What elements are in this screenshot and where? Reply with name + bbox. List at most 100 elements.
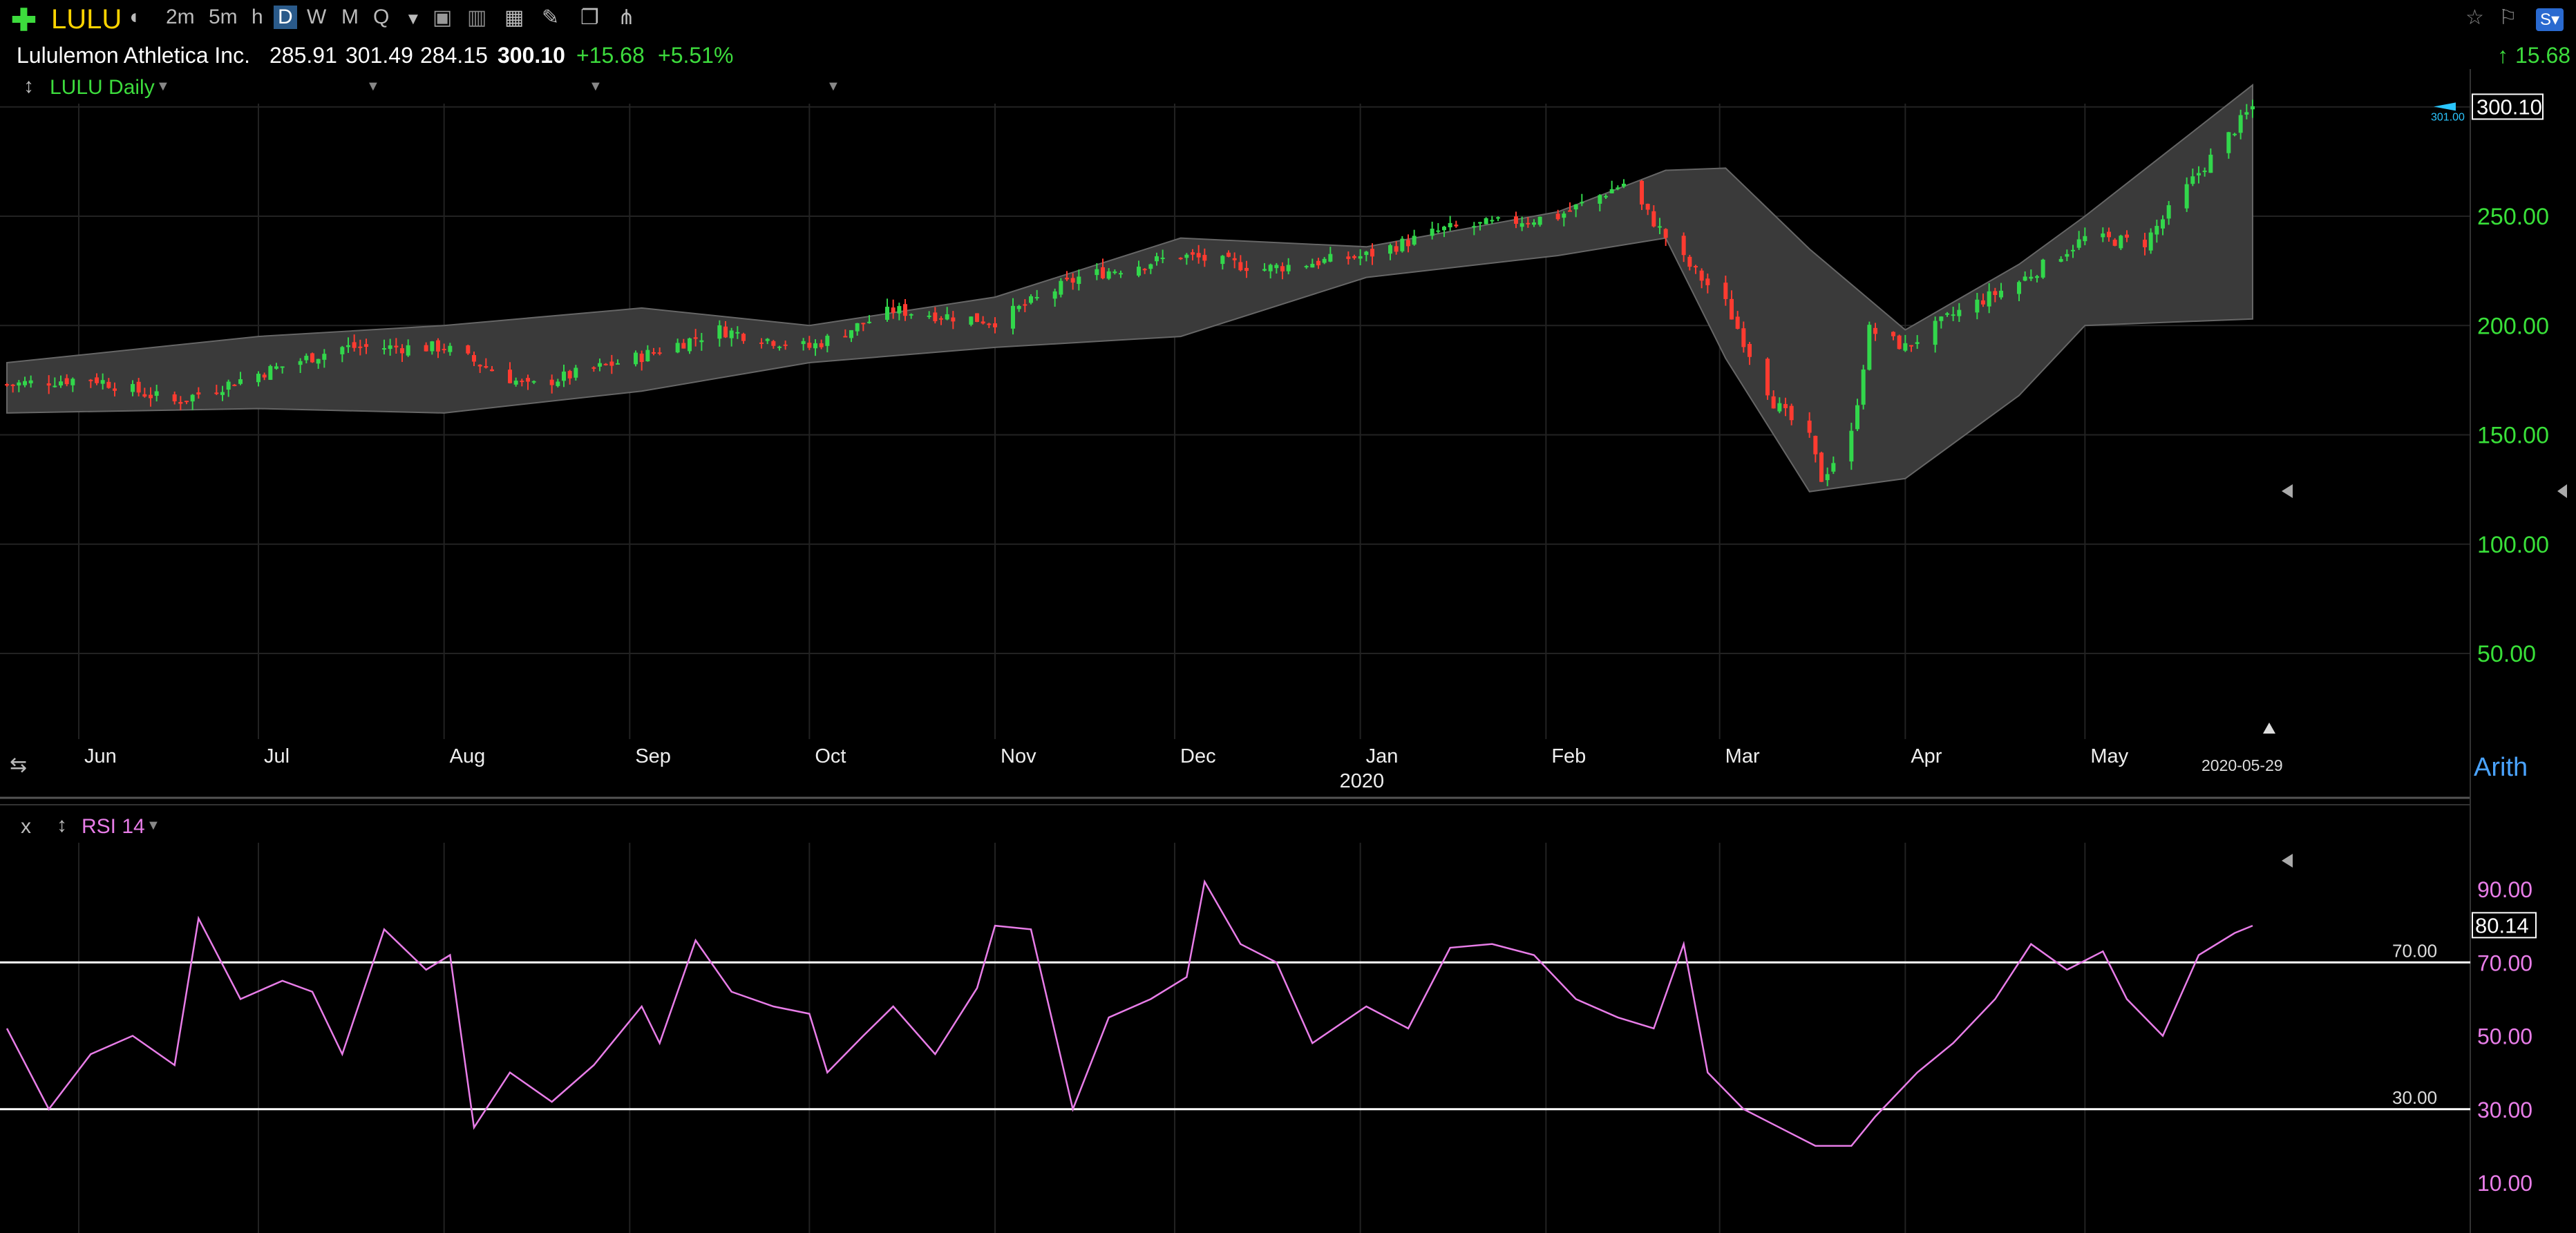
- interval-5m[interactable]: 5m: [209, 6, 238, 28]
- interval-d[interactable]: D: [274, 6, 297, 29]
- candle-body: [2154, 226, 2159, 235]
- interval-2m[interactable]: 2m: [166, 6, 195, 28]
- candle-body: [771, 341, 776, 346]
- price-panel-label[interactable]: LULU Daily: [50, 76, 155, 99]
- month-label: Jan: [1366, 745, 1399, 767]
- candle-body: [1987, 291, 1991, 307]
- candle-body: [1472, 226, 1477, 228]
- updown-arrows-icon[interactable]: ↕: [57, 814, 67, 837]
- price-candle: [149, 387, 153, 407]
- candle-body: [1155, 256, 1159, 262]
- price-candle: [2244, 104, 2249, 120]
- share-icon[interactable]: ⋔: [618, 6, 636, 29]
- rsi-current-box: [2472, 912, 2537, 939]
- price-candle: [616, 359, 620, 365]
- candle-body: [657, 352, 662, 354]
- price-candle: [113, 382, 117, 396]
- link-icon[interactable]: S▾: [2536, 8, 2564, 31]
- price-candle: [1490, 216, 1495, 224]
- price-candle: [53, 377, 57, 388]
- candle-body: [1807, 420, 1812, 433]
- candle-body: [298, 361, 303, 365]
- price-candle: [274, 363, 278, 370]
- price-candle: [2112, 238, 2117, 247]
- rsi-panel-label[interactable]: RSI 14: [82, 815, 145, 838]
- updown-arrows-icon[interactable]: ↕: [23, 75, 34, 97]
- candle-body: [1070, 278, 1075, 283]
- price-candle: [2076, 231, 2081, 250]
- candle-body: [2119, 236, 2123, 249]
- candle-body: [1765, 359, 1770, 396]
- price-candle: [1616, 185, 1620, 191]
- studies-icon[interactable]: ▦: [504, 6, 524, 29]
- price-candle: [226, 379, 231, 397]
- cross-arrows-icon[interactable]: ⇆: [10, 754, 28, 776]
- candle-body: [1735, 316, 1740, 329]
- bar-style-icon[interactable]: ▥: [467, 6, 487, 29]
- price-candle: [1059, 278, 1063, 298]
- interval-m[interactable]: M: [341, 6, 359, 28]
- camera-icon[interactable]: ◖: [127, 6, 140, 28]
- chevron-down-icon[interactable]: ▼: [589, 79, 603, 94]
- candle-body: [1148, 264, 1153, 269]
- candle-body: [1052, 291, 1057, 299]
- price-candle: [1723, 275, 1728, 306]
- price-candle: [717, 320, 722, 347]
- draw-pencil-icon[interactable]: ✎: [542, 6, 560, 29]
- price-candle: [256, 371, 261, 387]
- chevron-down-icon[interactable]: ▼: [405, 10, 422, 28]
- scale-mode-label[interactable]: Arith: [2474, 753, 2528, 782]
- candle-body: [675, 343, 680, 353]
- candle-body: [2197, 173, 2201, 175]
- candle-body: [1023, 304, 1027, 306]
- net-change: +15.68: [576, 43, 645, 68]
- chevron-down-icon[interactable]: ▼: [366, 79, 380, 94]
- price-candle: [1184, 253, 1189, 265]
- interval-w[interactable]: W: [307, 6, 327, 28]
- company-name: Lululemon Athletica Inc.: [17, 43, 250, 68]
- rsi-close-button[interactable]: x: [21, 815, 31, 838]
- current-price-box: [2472, 93, 2544, 120]
- price-candle: [2125, 230, 2129, 242]
- plus-icon[interactable]: ✚: [11, 3, 37, 37]
- symbol-field[interactable]: LULU: [51, 4, 122, 35]
- chevron-down-icon[interactable]: ▼: [156, 79, 170, 94]
- candle-body: [142, 394, 147, 397]
- price-candle: [1651, 205, 1656, 228]
- interval-q[interactable]: Q: [373, 6, 390, 28]
- chevron-down-icon[interactable]: ▼: [146, 818, 160, 833]
- month-label: Jul: [264, 745, 290, 767]
- star-icon[interactable]: ☆: [2465, 6, 2484, 29]
- price-candle: [2166, 201, 2171, 225]
- candle-body: [2148, 232, 2153, 251]
- chevron-down-icon[interactable]: ▼: [826, 79, 840, 94]
- interval-h[interactable]: h: [252, 6, 263, 28]
- candle-body: [131, 383, 135, 392]
- price-candle: [1016, 305, 1021, 312]
- price-candle: [603, 363, 608, 366]
- rsi-tick-label: 30.00: [2477, 1098, 2532, 1122]
- text-tool-icon[interactable]: ▣: [433, 6, 453, 29]
- candle-body: [346, 345, 350, 347]
- candle-body: [232, 384, 237, 386]
- candle-body: [238, 379, 243, 384]
- layers-icon[interactable]: ❐: [580, 6, 599, 29]
- candle-body: [214, 392, 219, 394]
- price-candle: [364, 338, 368, 354]
- price-candle: [2071, 245, 2075, 258]
- candle-body: [220, 392, 225, 395]
- price-candle: [1227, 250, 1231, 258]
- candle-body: [819, 343, 824, 347]
- candle-body: [855, 323, 860, 332]
- price-candle: [927, 311, 931, 319]
- price-candle: [903, 298, 907, 321]
- candle-body: [1999, 290, 2003, 298]
- candle-body: [1705, 278, 1710, 285]
- candle-body: [1616, 187, 1620, 189]
- flag-icon[interactable]: ⚐: [2499, 6, 2517, 29]
- price-candle: [2023, 271, 2027, 282]
- price-candle: [352, 334, 357, 352]
- candle-body: [88, 379, 93, 381]
- candle-body: [1016, 305, 1021, 309]
